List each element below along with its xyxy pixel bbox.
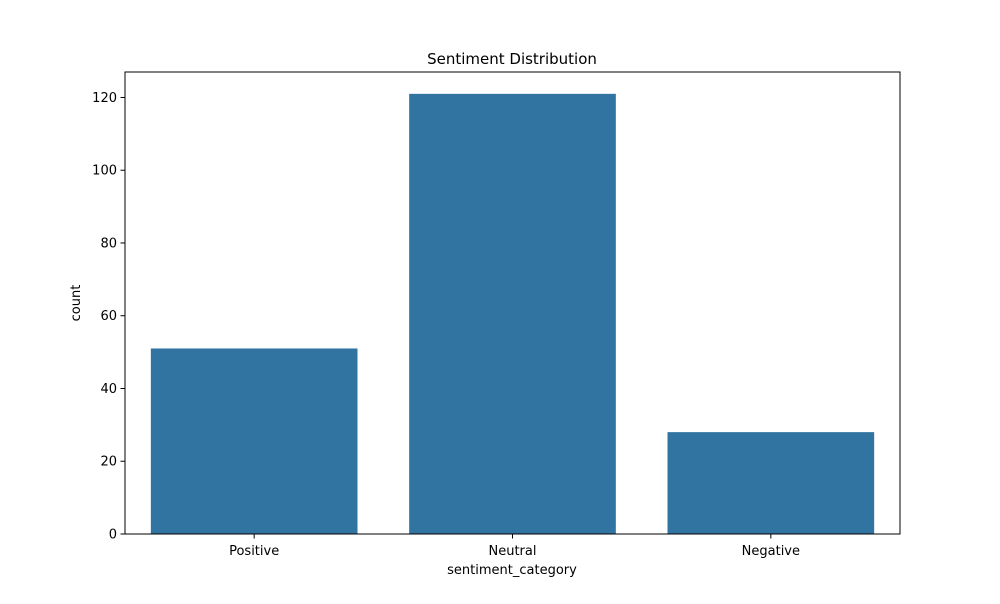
x-tick-label-negative: Negative: [742, 544, 800, 559]
y-tick-label-100: 100: [92, 164, 117, 179]
y-tick-label-20: 20: [100, 455, 117, 470]
chart-title: Sentiment Distribution: [427, 50, 597, 68]
x-axis: Positive Neutral Negative: [229, 534, 800, 559]
plot-frame: [124, 71, 901, 535]
y-axis-label: count: [69, 285, 84, 322]
x-tick-label-positive: Positive: [229, 544, 279, 559]
y-tick-label-80: 80: [100, 236, 117, 251]
y-tick-label-60: 60: [100, 309, 117, 324]
bar-negative: [667, 432, 875, 534]
y-tick-label-0: 0: [109, 528, 117, 543]
bars-layer: [150, 93, 875, 534]
x-axis-label: sentiment_category: [447, 563, 577, 578]
bar-neutral: [409, 93, 616, 534]
y-tick-label-40: 40: [100, 382, 117, 397]
y-tick-label-120: 120: [92, 91, 117, 106]
bar-positive: [150, 348, 358, 534]
y-axis: 0 20 40 60 80 100 120: [92, 91, 125, 543]
x-tick-label-neutral: Neutral: [489, 544, 537, 559]
